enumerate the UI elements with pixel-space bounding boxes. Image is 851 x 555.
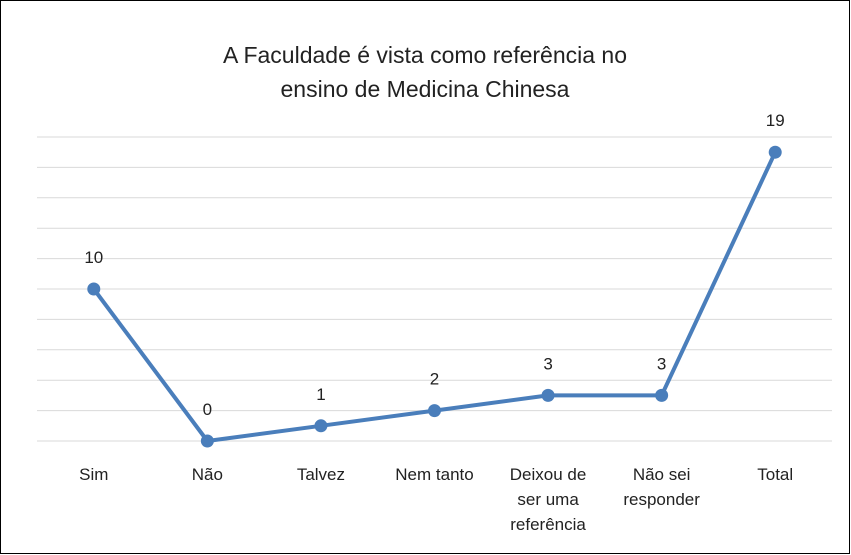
data-label: 0 — [203, 400, 212, 419]
data-label: 2 — [430, 370, 439, 389]
data-label: 1 — [316, 385, 325, 404]
marker — [428, 404, 441, 418]
data-label: 19 — [766, 111, 785, 130]
marker — [541, 388, 555, 402]
data-label: 3 — [543, 354, 552, 373]
data-label: 3 — [657, 354, 666, 373]
x-tick-label: Total — [757, 465, 793, 484]
marker — [87, 282, 101, 296]
x-tick-label: Sim — [79, 465, 108, 484]
x-tick-label: Deixou de ser uma referência — [510, 465, 587, 534]
x-tick-label: Nem tanto — [395, 465, 473, 484]
x-tick-label: Não — [192, 465, 223, 484]
data-label: 10 — [84, 248, 103, 267]
marker — [768, 145, 782, 159]
marker — [200, 434, 214, 448]
x-tick-label: Talvez — [297, 465, 345, 484]
x-tick-label: Não sei responder — [623, 465, 700, 509]
marker — [655, 388, 669, 402]
marker — [314, 419, 328, 433]
chart-title: A Faculdade é vista como referência no en… — [223, 42, 627, 102]
